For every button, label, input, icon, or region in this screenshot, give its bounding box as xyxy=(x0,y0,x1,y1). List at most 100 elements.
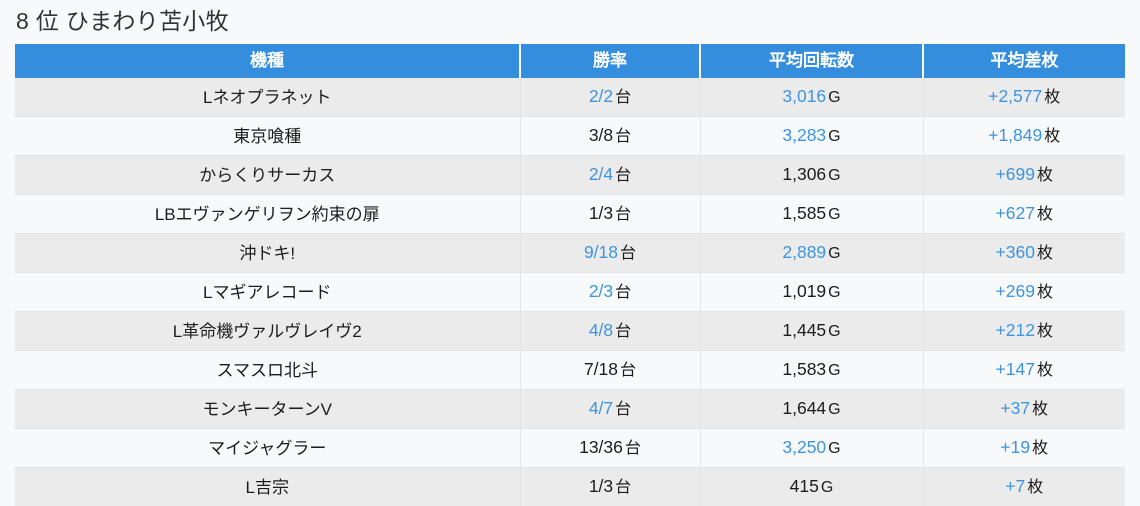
winrate-value: 1/3 xyxy=(589,476,613,496)
average-diff-value: +212 xyxy=(996,320,1035,340)
table-header: 機種 勝率 平均回転数 平均差枚 xyxy=(15,44,1125,78)
machine-name-cell[interactable]: L革命機ヴァルヴレイヴ2 xyxy=(15,312,520,351)
average-spins-value: 1,583 xyxy=(782,359,826,379)
machine-name-cell[interactable]: モンキーターンV xyxy=(15,390,520,429)
winrate-value: 13/36 xyxy=(579,437,623,457)
average-diff-unit: 枚 xyxy=(1037,284,1053,301)
column-header-machine[interactable]: 機種 xyxy=(15,44,520,78)
machine-name-label: 沖ドキ! xyxy=(239,244,295,263)
average-spins-value: 3,250 xyxy=(782,437,826,457)
winrate-value: 9/18 xyxy=(584,242,618,262)
average-diff-value: +19 xyxy=(1000,437,1030,457)
column-header-spins[interactable]: 平均回転数 xyxy=(700,44,923,78)
average-spins-unit: G xyxy=(828,401,840,418)
average-spins-unit: G xyxy=(828,128,840,145)
average-diff-unit: 枚 xyxy=(1032,440,1048,457)
average-spins-value: 1,644 xyxy=(782,398,826,418)
average-diff-unit: 枚 xyxy=(1044,128,1060,145)
machine-name-cell[interactable]: LBエヴァンゲリヲン約束の扉 xyxy=(15,195,520,234)
average-spins-unit: G xyxy=(828,167,840,184)
machine-name-cell[interactable]: スマスロ北斗 xyxy=(15,351,520,390)
average-spins-unit: G xyxy=(828,440,840,457)
machine-name-cell[interactable]: L吉宗 xyxy=(15,468,520,506)
average-diff-unit: 枚 xyxy=(1032,401,1048,418)
average-spins-unit: G xyxy=(828,362,840,379)
average-spins-value: 1,019 xyxy=(782,281,826,301)
machine-name-label: マイジャグラー xyxy=(208,439,326,458)
winrate-value: 2/4 xyxy=(589,164,613,184)
average-spins-unit: G xyxy=(828,245,840,262)
average-diff-value: +1,849 xyxy=(988,125,1042,145)
average-diff-value: +7 xyxy=(1005,476,1025,496)
winrate-value: 2/3 xyxy=(589,281,613,301)
average-diff-value: +147 xyxy=(996,359,1035,379)
winrate-value: 4/8 xyxy=(589,320,613,340)
machine-name-label: からくりサーカス xyxy=(199,166,335,185)
average-diff-unit: 枚 xyxy=(1037,206,1053,223)
machine-name-label: Lネオプラネット xyxy=(203,88,331,107)
average-diff-value: +360 xyxy=(996,242,1035,262)
column-header-winrate[interactable]: 勝率 xyxy=(520,44,700,78)
machine-name-label: スマスロ北斗 xyxy=(217,361,319,380)
machine-name-label: L革命機ヴァルヴレイヴ2 xyxy=(173,322,362,341)
average-spins-unit: G xyxy=(828,206,840,223)
average-diff-unit: 枚 xyxy=(1037,245,1053,262)
page-title: 8 位 ひまわり苫小牧 xyxy=(0,0,1140,36)
machine-name-label: L吉宗 xyxy=(246,478,289,497)
winrate-unit: 台 xyxy=(620,245,636,262)
column-header-diff[interactable]: 平均差枚 xyxy=(923,44,1125,78)
machine-name-cell[interactable]: マイジャグラー xyxy=(15,429,520,468)
winrate-unit: 台 xyxy=(620,362,636,379)
machine-name-cell[interactable]: 沖ドキ! xyxy=(15,234,520,273)
average-diff-unit: 枚 xyxy=(1037,167,1053,184)
machine-name-cell[interactable]: Lネオプラネット xyxy=(15,78,520,117)
average-spins-unit: G xyxy=(828,89,840,106)
winrate-unit: 台 xyxy=(615,206,631,223)
machine-name-cell[interactable]: 東京喰種 xyxy=(15,117,520,156)
winrate-unit: 台 xyxy=(625,440,641,457)
average-diff-unit: 枚 xyxy=(1037,323,1053,340)
machine-name-cell[interactable]: Lマギアレコード xyxy=(15,273,520,312)
average-spins-value: 1,445 xyxy=(782,320,826,340)
average-spins-value: 1,585 xyxy=(782,203,826,223)
winrate-value: 7/18 xyxy=(584,359,618,379)
winrate-unit: 台 xyxy=(615,128,631,145)
average-spins-unit: G xyxy=(821,479,833,496)
machine-name-cell[interactable]: からくりサーカス xyxy=(15,156,520,195)
machine-name-label: LBエヴァンゲリヲン約束の扉 xyxy=(155,205,380,224)
